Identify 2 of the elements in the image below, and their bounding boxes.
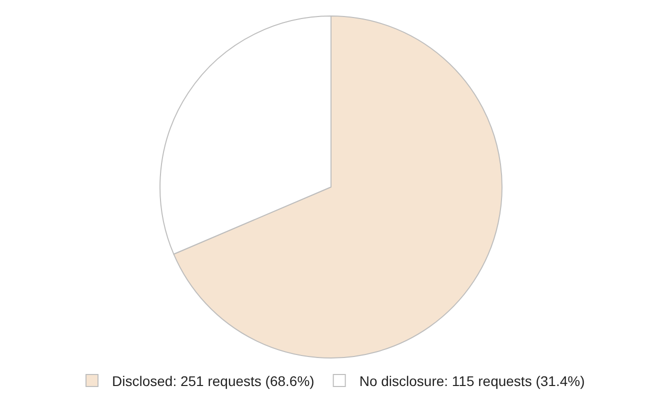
legend-label: Disclosed: 251 requests (68.6%) (112, 372, 314, 389)
legend-label: No disclosure: 115 requests (31.4%) (359, 372, 585, 389)
